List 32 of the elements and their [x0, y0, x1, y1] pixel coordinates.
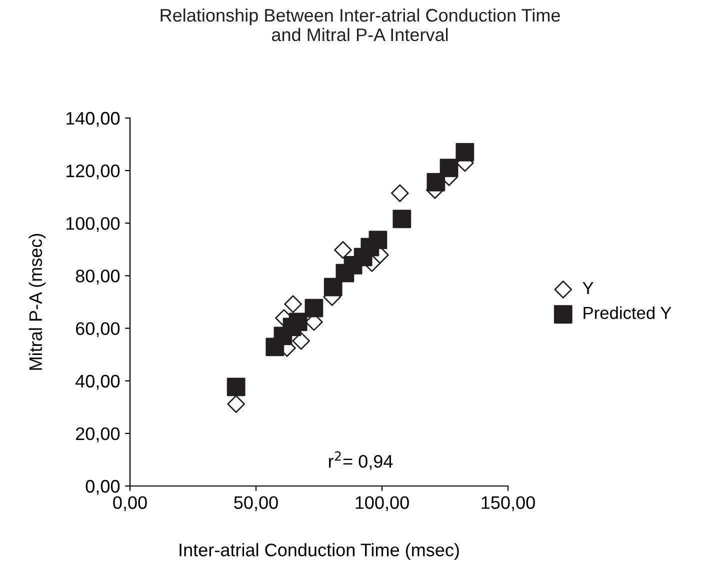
y-tick-label: 100,00	[66, 217, 120, 232]
point	[324, 278, 342, 296]
y-tick-label: 0,00	[86, 480, 120, 495]
point	[456, 142, 474, 162]
point	[304, 298, 324, 318]
point	[226, 378, 246, 396]
point	[390, 184, 409, 202]
chart-title: Relationship Between Inter-atrial Conduction Time and Mitral P-A Interval	[160, 8, 560, 42]
annotation: r$^{2}$= 0,94	[329, 451, 393, 470]
point	[368, 230, 388, 250]
x-tick-label: 150,00	[482, 496, 535, 512]
y-tick-label: 80,00	[76, 270, 120, 285]
point	[292, 332, 310, 350]
point	[440, 158, 458, 178]
point	[426, 172, 446, 192]
y-tick-label: 60,00	[76, 322, 120, 338]
point	[227, 395, 246, 413]
point	[392, 210, 412, 228]
y-tick-label: 40,00	[76, 374, 120, 390]
x-tick-label: 0,00	[113, 496, 147, 512]
x-tick-label: 100,00	[356, 496, 409, 512]
y-axis-title: Mitral P-A (msec)	[28, 234, 46, 370]
x-axis-title: Inter-atrial Conduction Time (msec)	[180, 543, 459, 560]
y-tick-label: 140,00	[66, 112, 120, 127]
y-tick-label: 20,00	[76, 427, 120, 442]
point	[284, 295, 302, 314]
legend-label: Y	[582, 282, 594, 294]
legend-label: Predicted Y	[584, 306, 672, 320]
y-tick-label: 120,00	[66, 164, 120, 180]
point	[288, 312, 308, 332]
point	[334, 241, 352, 259]
x-tick-label: 50,00	[234, 496, 278, 512]
